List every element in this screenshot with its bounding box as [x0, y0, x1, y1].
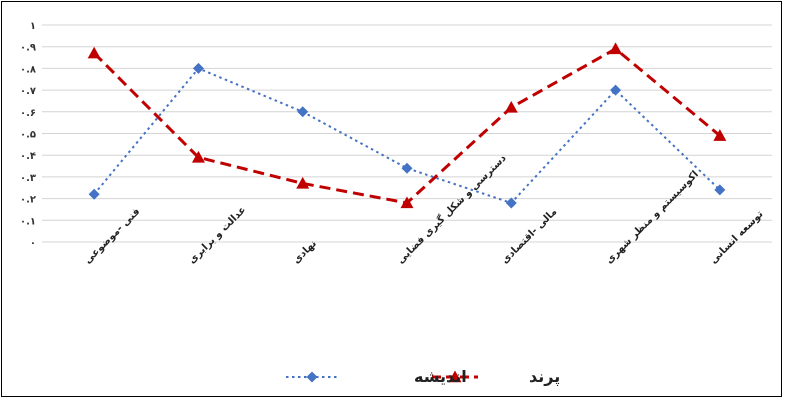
series-group	[87, 42, 727, 209]
data-point	[504, 100, 518, 113]
y-tick-label: ۰.۱	[20, 216, 36, 227]
series-line	[93, 67, 721, 204]
data-point	[88, 188, 100, 200]
y-tick-label: ۰.۸	[20, 64, 36, 75]
y-tick-label: ۰.۳	[20, 173, 36, 184]
y-tick-label: ۰.۷	[20, 86, 36, 97]
y-tick-label: ۰.۴	[20, 151, 36, 162]
legend-label: پرند	[529, 367, 560, 387]
series-2	[87, 42, 727, 209]
data-point	[191, 150, 205, 163]
legend-item-series-1: اندیشه	[286, 367, 467, 386]
data-point	[192, 62, 204, 74]
legend-item-series-2: پرند	[432, 367, 560, 387]
series-line	[93, 47, 721, 205]
y-tick-label: ۰.۵	[20, 130, 36, 141]
data-point	[448, 370, 462, 383]
x-axis-ticks: فنی -موضوعی عدالت و برابری نهادی دسترسی و ش…	[82, 151, 765, 266]
series-1	[88, 62, 726, 209]
data-point	[306, 371, 318, 383]
y-tick-label: ۰	[30, 238, 36, 249]
x-tick-label: اکوسیستم و منظر شهری	[604, 169, 701, 266]
data-point	[400, 196, 414, 209]
data-point	[713, 129, 727, 141]
data-point	[714, 184, 726, 196]
x-tick-label: عدالت و برابری	[187, 205, 249, 267]
gridlines	[42, 24, 772, 243]
y-axis-ticks: ۰ ۰.۱ ۰.۲ ۰.۳ ۰.۴ ۰.۵ ۰.۶ ۰.۷ ۰.۸ ۰.۹ ۱	[20, 21, 36, 249]
x-tick-label: مالی -اقتصادی	[500, 206, 560, 266]
y-tick-label: ۰.۶	[20, 108, 36, 119]
legend-label: اندیشه	[414, 367, 467, 386]
data-point	[87, 46, 101, 59]
data-point	[609, 42, 623, 55]
y-tick-label: ۰.۲	[20, 195, 36, 206]
data-point	[505, 197, 517, 209]
data-point	[297, 106, 309, 118]
y-tick-label: ۰.۹	[20, 43, 36, 54]
data-point	[401, 162, 413, 174]
x-tick-label: فنی -موضوعی	[82, 206, 142, 266]
legend: پرند اندیشه	[286, 367, 560, 387]
x-tick-label: توسعه انسانی	[708, 209, 765, 266]
data-point	[296, 176, 310, 189]
data-point	[610, 84, 622, 96]
y-tick-label: ۱	[30, 21, 36, 32]
